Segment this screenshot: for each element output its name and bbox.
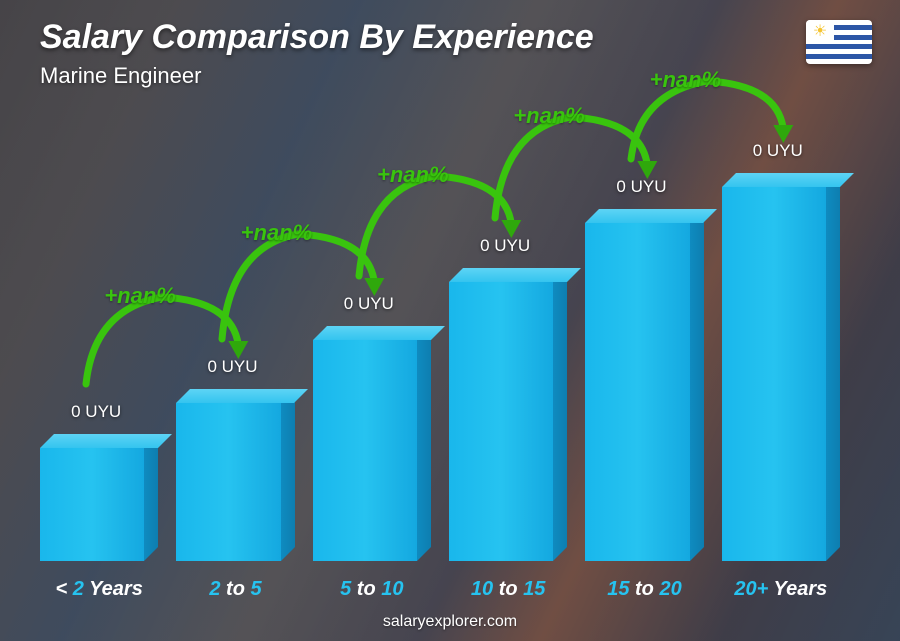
bar-value-label: 0 UYU — [207, 357, 257, 377]
bar-slot: 0 UYU — [176, 110, 294, 561]
bar-value-label: 0 UYU — [344, 294, 394, 314]
footer-credit: salaryexplorer.com — [0, 613, 900, 631]
delta-label: +nan% — [377, 162, 449, 188]
bar — [40, 448, 158, 561]
x-axis-label: 20+ Years — [722, 578, 840, 601]
delta-label: +nan% — [104, 283, 176, 309]
bar-value-label: 0 UYU — [71, 402, 121, 422]
bar-value-label: 0 UYU — [753, 141, 803, 161]
chart-stage: Salary Comparison By Experience Marine E… — [0, 0, 900, 641]
bar — [585, 223, 703, 561]
x-axis-label: 5 to 10 — [313, 578, 431, 601]
delta-label: +nan% — [241, 220, 313, 246]
bar-value-label: 0 UYU — [616, 177, 666, 197]
chart-title: Salary Comparison By Experience — [40, 18, 594, 57]
bar-slot: 0 UYU — [40, 110, 158, 561]
flag-uruguay-icon: ☀ — [806, 20, 872, 64]
delta-label: +nan% — [650, 67, 722, 93]
chart-subtitle: Marine Engineer — [40, 63, 594, 89]
title-block: Salary Comparison By Experience Marine E… — [40, 18, 594, 89]
bar-slot: 0 UYU — [585, 110, 703, 561]
bar-value-label: 0 UYU — [480, 236, 530, 256]
x-axis-label: 2 to 5 — [176, 578, 294, 601]
delta-label: +nan% — [513, 103, 585, 129]
flag-sun-icon: ☀ — [813, 24, 827, 40]
bar-slot: 0 UYU — [449, 110, 567, 561]
bar — [722, 187, 840, 561]
x-axis-label: < 2 Years — [40, 578, 158, 601]
bar-slot: 0 UYU — [722, 110, 840, 561]
x-axis-labels: < 2 Years 2 to 5 5 to 10 10 to 15 15 to 20 20… — [40, 578, 840, 601]
bar — [176, 403, 294, 561]
bar — [449, 282, 567, 561]
x-axis-label: 15 to 20 — [585, 578, 703, 601]
bar — [313, 340, 431, 561]
x-axis-label: 10 to 15 — [449, 578, 567, 601]
